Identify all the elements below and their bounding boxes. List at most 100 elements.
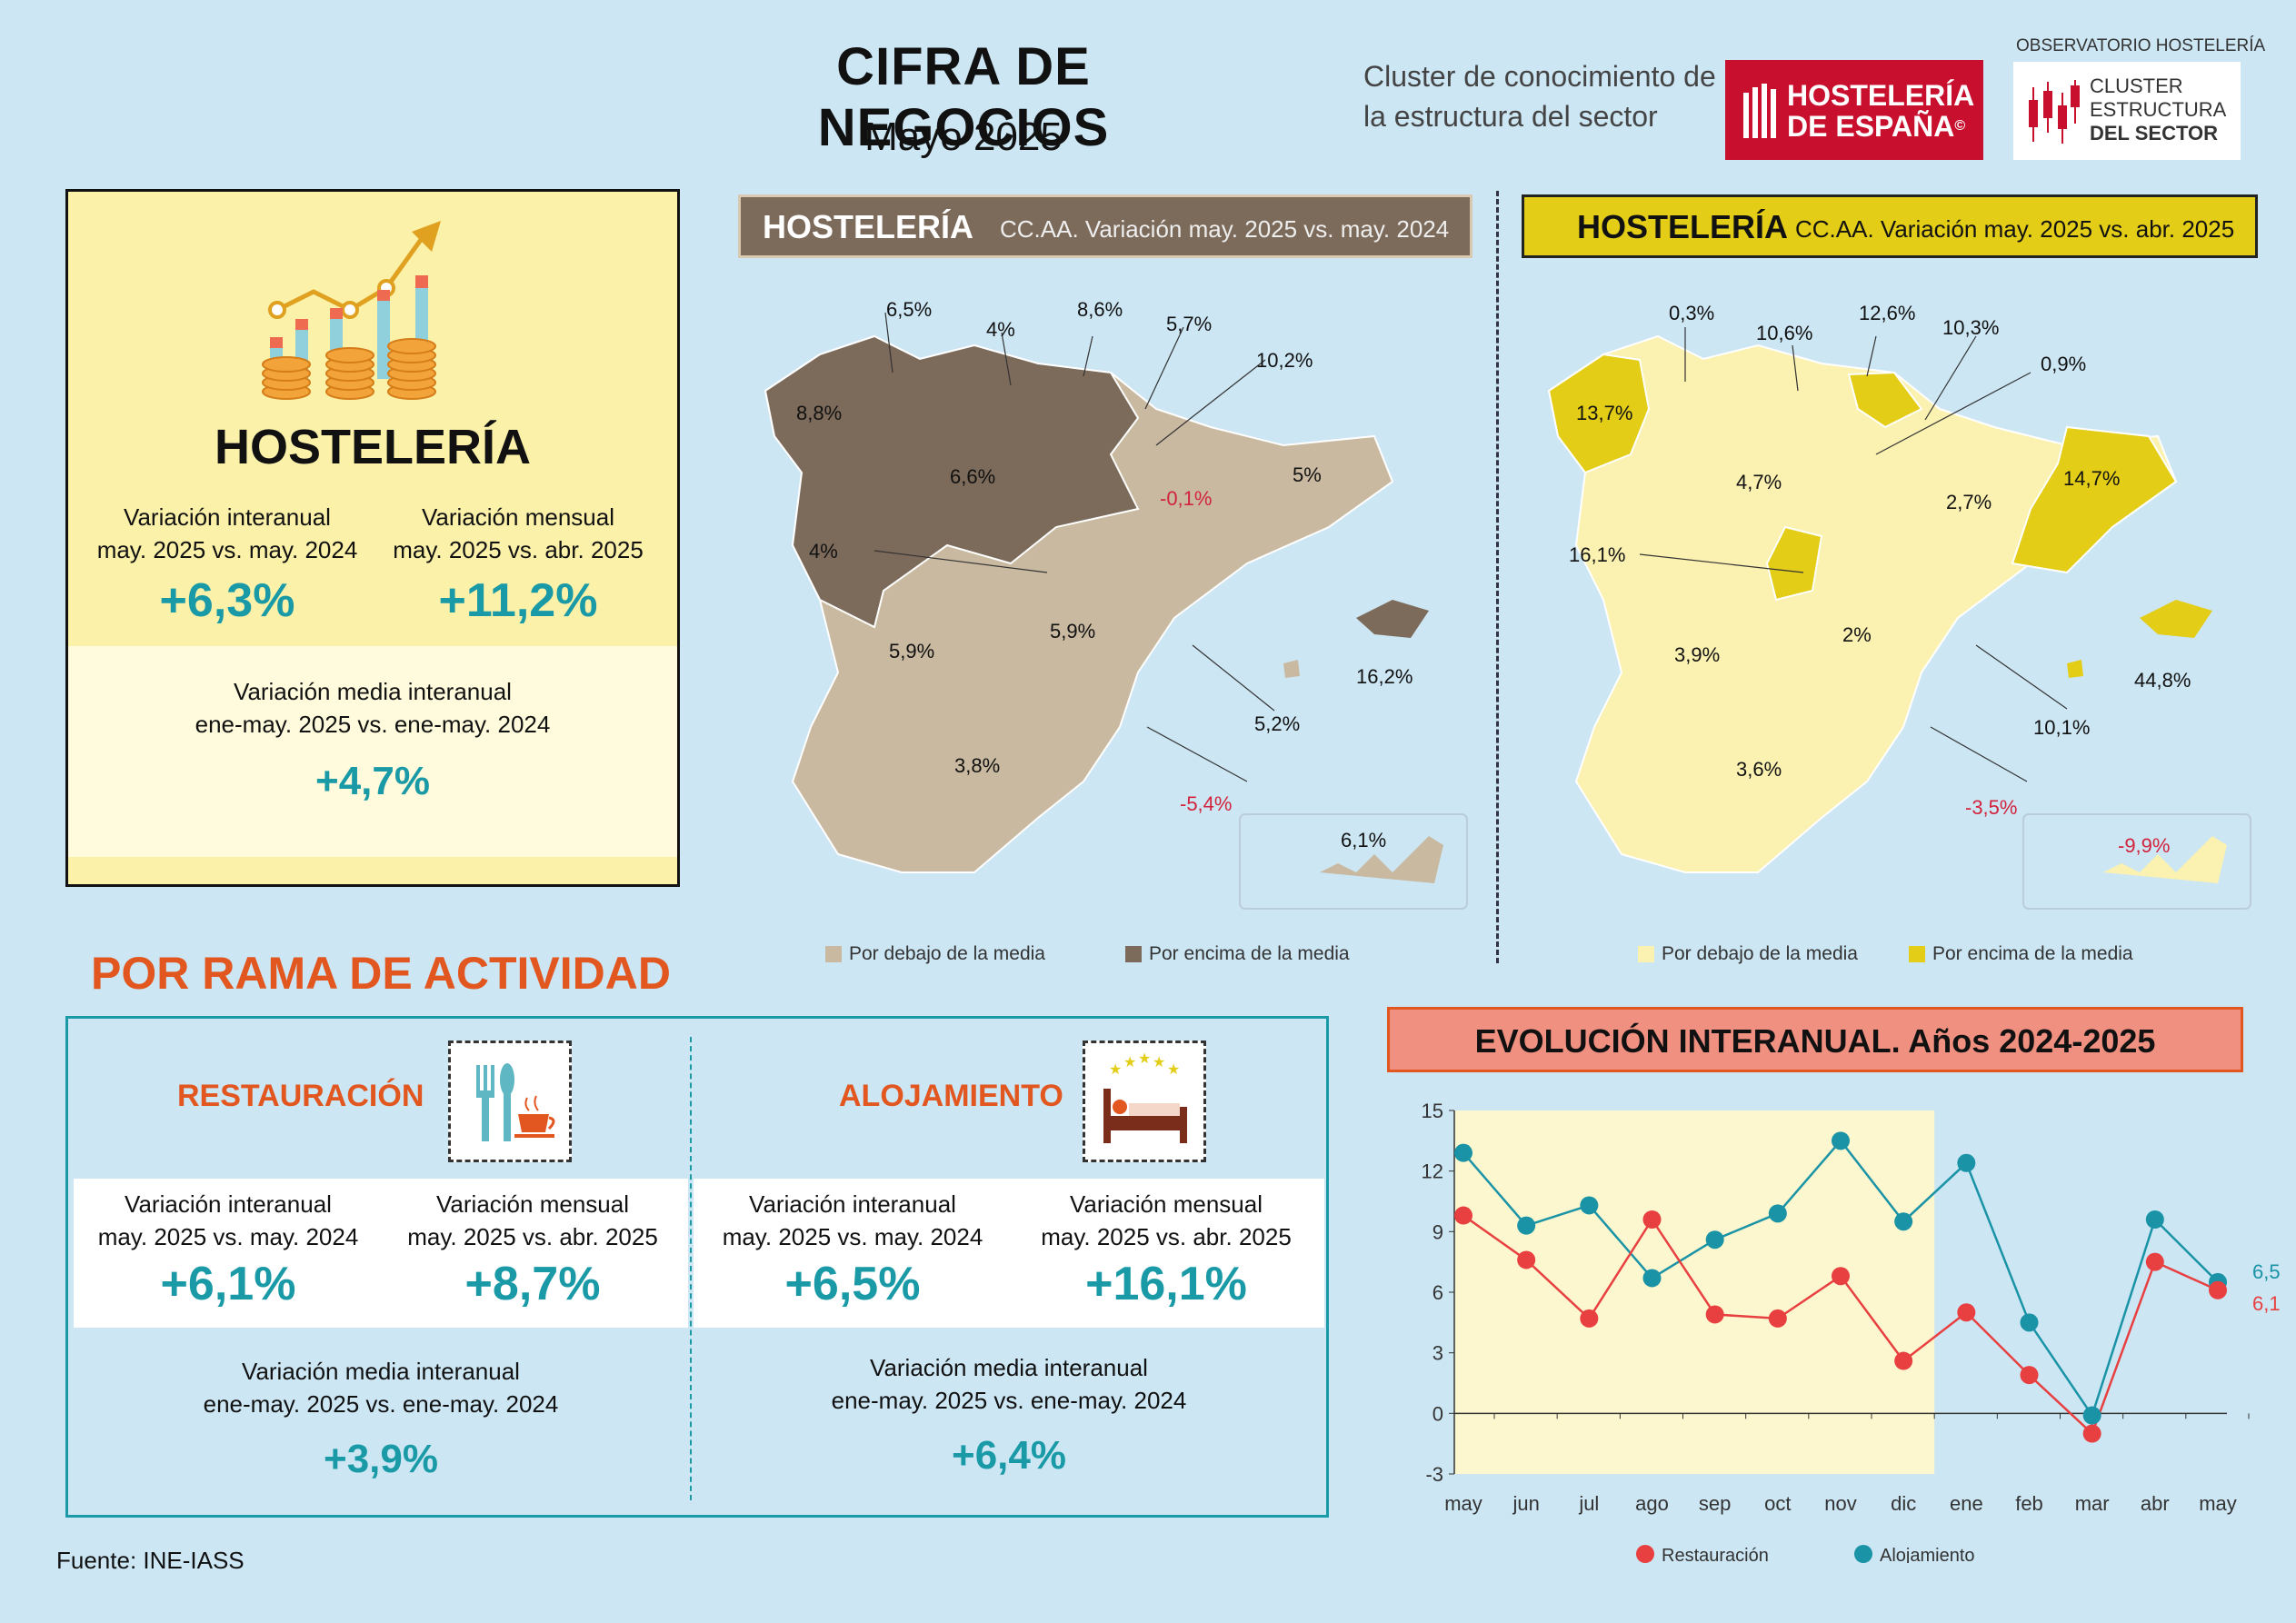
hosteleria-interanual-label-1: Variación interanual <box>124 503 331 531</box>
map-right-leaders <box>1639 327 2068 782</box>
chart-ytick-label-4: 9 <box>1433 1220 1443 1243</box>
chart-xtick-label-8: ene <box>1950 1492 1983 1515</box>
map-right-cataluna <box>2011 425 2178 574</box>
rama-box: RESTAURACIÓN Variación interanual may. 2… <box>65 1016 1329 1518</box>
map-right-label-10: 3,9% <box>1674 643 1721 666</box>
map-left-label-16: 6,1% <box>1341 829 1387 851</box>
chart-title-bar: EVOLUCIÓN INTERANUAL. Años 2024-2025 <box>1387 1007 2243 1072</box>
map-right-label-2: 12,6% <box>1859 302 1916 324</box>
rest-mensual-label-2: may. 2025 vs. abr. 2025 <box>407 1223 658 1250</box>
map-left-label-1: 4% <box>986 318 1015 341</box>
chart-point-alojamiento-10 <box>2082 1406 2101 1425</box>
aloj-mensual-label-2: may. 2025 vs. abr. 2025 <box>1041 1223 1292 1250</box>
aloj-mensual-label-1: Variación mensual <box>1070 1190 1263 1218</box>
rest-media-label-2: ene-may. 2025 vs. ene-may. 2024 <box>203 1390 559 1418</box>
map-left-label-3: 5,7% <box>1166 313 1213 335</box>
map-right-label-16: -9,9% <box>2118 834 2171 857</box>
hosteleria-mensual-value: +11,2% <box>438 574 598 627</box>
chart-xtick-label-5: oct <box>1764 1492 1791 1515</box>
map-right-header: HOSTELERÍA CC.AA. Variación may. 2025 vs… <box>1522 194 2258 258</box>
logo-he-mark: © <box>1954 118 1966 134</box>
rest-interanual-label-1: Variación interanual <box>125 1190 332 1218</box>
logo-cl-line-2: ESTRUCTURA <box>2090 98 2227 121</box>
rest-title: RESTAURACIÓN <box>177 1079 424 1113</box>
hosteleria-media-value: +4,7% <box>315 759 430 803</box>
map-left-label-14: 3,8% <box>954 754 1001 777</box>
aloj-media-label: Variación media interanual ene-may. 2025… <box>694 1351 1324 1417</box>
map-left-label-13: 5,2% <box>1254 712 1301 735</box>
map-left-legend-above-text: Por encima de la media <box>1149 943 1350 964</box>
rest-interanual-label-2: may. 2025 vs. may. 2024 <box>97 1223 359 1250</box>
hosteleria-media-label-2: ene-may. 2025 vs. ene-may. 2024 <box>195 711 551 738</box>
aloj-values-panel: Variación interanual may. 2025 vs. may. … <box>694 1179 1324 1328</box>
map-left-legend-above: Por encima de la media <box>1125 943 1350 965</box>
map-left-label-10: 5,9% <box>889 640 935 662</box>
hosteleria-title: HOSTELERÍA <box>214 420 532 474</box>
aloj-interanual-label-1: Variación interanual <box>749 1190 956 1218</box>
chart-point-alojamiento-8 <box>1957 1153 1976 1172</box>
chart-highlight-band <box>1454 1110 1935 1474</box>
map-right-label-12: 44,8% <box>2134 669 2191 692</box>
chart-legend-label-1: Alojamiento <box>1880 1546 1975 1563</box>
map-right-ibiza <box>2067 660 2083 678</box>
chart-xtick-label-2: jul <box>1578 1492 1599 1515</box>
cluster-line-1: Cluster de conocimiento de <box>1363 60 1716 93</box>
hosteleria-interanual-label-2: may. 2025 vs. may. 2024 <box>96 536 358 563</box>
chart-point-alojamiento-2 <box>1580 1196 1599 1215</box>
candlestick-icon <box>2029 80 2080 144</box>
aloj-interanual-value: +6,5% <box>784 1258 921 1310</box>
chart-point-restauracion-9 <box>2020 1366 2039 1385</box>
chart-point-alojamiento-11 <box>2145 1210 2164 1229</box>
chart-point-restauracion-5 <box>1768 1309 1787 1328</box>
chart-xtick-label-3: ago <box>1635 1492 1669 1515</box>
chart-point-restauracion-4 <box>1705 1305 1724 1324</box>
source-note: Fuente: INE-IASS <box>56 1547 245 1574</box>
cluster-logo: CLUSTER ESTRUCTURA DEL SECTOR <box>2013 62 2241 160</box>
logo-he-line-2: DE ESPAÑA <box>1787 110 1955 143</box>
chart-xtick-label-11: abr <box>2141 1492 2170 1515</box>
growth-coins-icon <box>262 221 441 400</box>
chart-xtick-label-1: jun <box>1512 1492 1539 1515</box>
chart-xtick-label-6: nov <box>1824 1492 1856 1515</box>
svg-text:★: ★ <box>1109 1060 1122 1078</box>
chart-legend-swatch-0 <box>1636 1545 1654 1563</box>
chart-legend-label-0: Restauración <box>1662 1546 1769 1563</box>
chart-legend-swatch-1 <box>1854 1545 1872 1563</box>
chart-point-alojamiento-7 <box>1894 1212 1913 1231</box>
map-left-label-9: 4% <box>809 540 838 563</box>
map-left-header: HOSTELERÍA CC.AA. Variación may. 2025 vs… <box>738 194 1472 258</box>
rest-mensual-value: +8,7% <box>464 1258 601 1310</box>
cluster-text: Cluster de conocimiento de la estructura… <box>1363 56 1716 136</box>
line-chart: -3 0 3 6 9 12 15 may jun jul ago sep oct nov dic ene feb… <box>1422 1100 2281 1563</box>
rest-media-label: Variación media interanual ene-may. 2025… <box>74 1355 688 1420</box>
aloj-media-value: +6,4% <box>952 1433 1066 1478</box>
hosteleria-mensual-label: Variación mensual may. 2025 vs. abr. 202… <box>377 501 659 566</box>
map-left-label-5: 8,8% <box>796 402 843 424</box>
rest-mensual-label: Variación mensual may. 2025 vs. abr. 202… <box>383 1188 683 1253</box>
map-right-madrid <box>1765 525 1823 602</box>
map-right-legend-above-text: Por encima de la media <box>1932 943 2133 964</box>
chart-point-restauracion-10 <box>2082 1424 2101 1443</box>
page-title: CIFRA DE NEGOCIOS <box>817 37 1110 157</box>
chart-point-alojamiento-9 <box>2020 1313 2039 1332</box>
cluster-line-2: la estructura del sector <box>1363 100 1658 133</box>
chart-end-label-alojamiento: 6,5 <box>2252 1260 2281 1283</box>
map-right-canarias-box <box>2022 813 2251 910</box>
map-right-label-3: 10,3% <box>1942 316 2000 339</box>
chart-point-restauracion-0 <box>1454 1206 1472 1225</box>
svg-text:★: ★ <box>1123 1053 1136 1070</box>
hosteleria-espana-logo: HOSTELERÍA DE ESPAÑA© <box>1725 60 1983 160</box>
chart-point-restauracion-12 <box>2209 1280 2227 1299</box>
rama-divider <box>690 1037 692 1500</box>
chart-ytick-label-1: 0 <box>1433 1402 1443 1425</box>
swatch-above-left <box>1125 946 1142 963</box>
chart-xtick-label-0: may <box>1444 1492 1482 1515</box>
aloj-title: ALOJAMIENTO <box>839 1079 1063 1113</box>
chart-point-restauracion-8 <box>1957 1303 1976 1322</box>
chart-xtick-label-7: dic <box>1891 1492 1916 1515</box>
map-right-galicia <box>1547 353 1651 474</box>
svg-text:★: ★ <box>1138 1050 1151 1067</box>
rest-media-value: +3,9% <box>324 1437 438 1481</box>
hosteleria-mensual-label-2: may. 2025 vs. abr. 2025 <box>393 536 644 563</box>
chart-point-alojamiento-5 <box>1768 1204 1787 1223</box>
